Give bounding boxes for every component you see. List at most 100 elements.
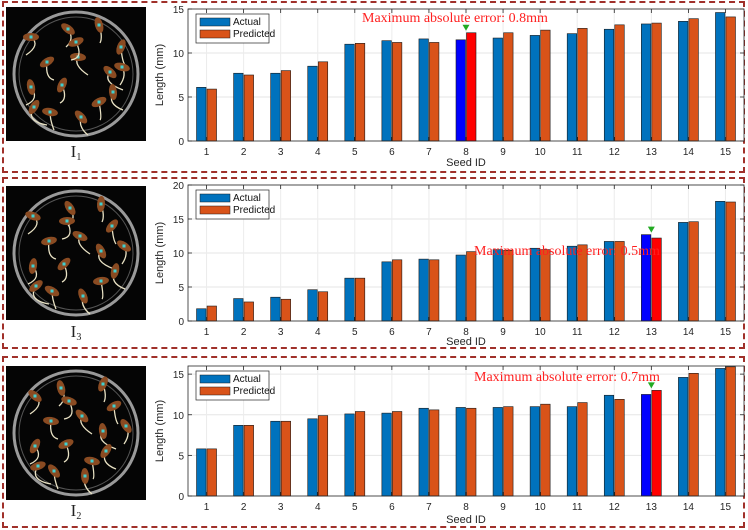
bar-predicted-1 xyxy=(206,448,217,497)
seed-icon xyxy=(23,33,39,56)
bar-actual-1 xyxy=(196,448,207,497)
x-tick-label: 8 xyxy=(463,327,469,338)
legend-swatch-actual xyxy=(199,374,231,384)
bar-predicted-5 xyxy=(354,43,366,142)
bar-actual-8 xyxy=(455,39,466,142)
seed-icon xyxy=(57,257,71,283)
bar-predicted-8 xyxy=(466,32,477,142)
bar-predicted-7 xyxy=(429,259,440,322)
bar-predicted-7 xyxy=(429,42,440,142)
x-tick-label: 15 xyxy=(720,502,732,513)
max-error-annotation: Maximum absolute error: 0.7mm xyxy=(474,370,660,385)
seed-icon xyxy=(75,409,93,435)
x-tick-label: 9 xyxy=(500,327,506,338)
seed-icon xyxy=(74,110,89,136)
bar-actual-10 xyxy=(529,406,540,497)
x-axis-title: Seed ID xyxy=(446,336,486,348)
bar-predicted-9 xyxy=(503,32,514,142)
x-tick-label: 13 xyxy=(646,147,658,158)
x-tick-label: 5 xyxy=(352,327,358,338)
seed-icon xyxy=(30,461,52,485)
seed-icon xyxy=(78,288,91,315)
bar-predicted-2 xyxy=(243,425,254,497)
max-error-marker-icon xyxy=(647,226,655,233)
legend-swatch-actual xyxy=(199,193,231,203)
image-label-2: I3 xyxy=(0,322,152,343)
x-tick-label: 6 xyxy=(389,147,395,158)
bar-actual-5 xyxy=(344,277,355,322)
seed-icon xyxy=(120,419,132,445)
bar-actual-9 xyxy=(492,407,503,497)
bar-predicted-4 xyxy=(317,415,329,497)
bar-predicted-10 xyxy=(540,29,551,142)
x-tick-label: 11 xyxy=(572,502,583,513)
legend-label-predicted: Predicted xyxy=(233,386,275,397)
bar-actual-15 xyxy=(715,12,726,142)
bar-predicted-4 xyxy=(317,61,329,142)
bar-predicted-10 xyxy=(540,403,551,497)
seed-icon xyxy=(25,211,41,235)
bar-predicted-15 xyxy=(725,201,736,322)
y-tick-label: 0 xyxy=(178,317,184,328)
x-tick-label: 8 xyxy=(463,147,469,158)
bar-actual-9 xyxy=(492,37,503,142)
bar-predicted-15 xyxy=(725,366,736,497)
x-tick-label: 13 xyxy=(646,327,658,338)
image-label-text: I xyxy=(70,501,77,520)
seed-icon xyxy=(98,376,108,403)
y-tick-label: 10 xyxy=(173,49,185,60)
y-tick-label: 5 xyxy=(178,93,184,104)
x-tick-label: 9 xyxy=(500,502,506,513)
bar-actual-14 xyxy=(678,377,689,497)
bar-predicted-6 xyxy=(392,259,403,322)
bar-actual-10 xyxy=(529,247,540,322)
seed-icon xyxy=(56,77,68,104)
bar-actual-4 xyxy=(307,289,318,322)
legend-label-actual: Actual xyxy=(233,17,261,28)
max-error-annotation: Maximum absolute error: 0.8mm xyxy=(362,11,548,26)
image-label-text: I xyxy=(70,142,77,161)
y-tick-label: 0 xyxy=(178,137,184,148)
bar-predicted-5 xyxy=(354,277,366,322)
bar-predicted-11 xyxy=(577,402,588,497)
bar-predicted-6 xyxy=(392,411,403,497)
x-tick-label: 10 xyxy=(535,327,547,338)
seed-icon xyxy=(105,219,119,245)
legend-swatch-predicted xyxy=(199,205,231,215)
bar-actual-6 xyxy=(381,412,392,497)
bar-predicted-8 xyxy=(466,407,477,497)
bar-actual-7 xyxy=(418,407,429,497)
x-tick-label: 9 xyxy=(500,147,506,158)
seed-icon xyxy=(108,84,124,111)
x-tick-label: 2 xyxy=(241,502,247,513)
x-tick-label: 14 xyxy=(683,502,695,513)
seed-icon xyxy=(39,56,55,81)
legend-swatch-actual xyxy=(199,17,231,27)
x-tick-label: 1 xyxy=(204,502,210,513)
x-tick-label: 11 xyxy=(572,327,583,338)
image-label-subscript: 2 xyxy=(76,511,82,522)
seed-image-1 xyxy=(6,7,146,141)
bar-predicted-14 xyxy=(688,373,699,497)
legend-label-predicted: Predicted xyxy=(233,205,275,216)
x-tick-label: 4 xyxy=(315,502,321,513)
x-tick-label: 11 xyxy=(572,147,583,158)
bar-predicted-13 xyxy=(651,22,662,142)
x-tick-label: 4 xyxy=(315,327,321,338)
seed-icon xyxy=(94,17,104,44)
x-tick-label: 12 xyxy=(609,147,621,158)
bar-actual-5 xyxy=(344,43,355,142)
x-tick-label: 3 xyxy=(278,147,284,158)
x-tick-label: 15 xyxy=(720,327,732,338)
x-tick-label: 10 xyxy=(535,502,547,513)
seed-icon xyxy=(28,99,48,126)
x-tick-label: 14 xyxy=(683,327,695,338)
bar-actual-13 xyxy=(641,394,652,497)
x-tick-label: 7 xyxy=(426,327,432,338)
image-label-text: I xyxy=(70,322,77,341)
y-tick-label: 15 xyxy=(173,215,185,226)
bar-actual-1 xyxy=(196,87,207,142)
x-tick-label: 12 xyxy=(609,502,621,513)
legend-label-predicted: Predicted xyxy=(233,29,275,40)
